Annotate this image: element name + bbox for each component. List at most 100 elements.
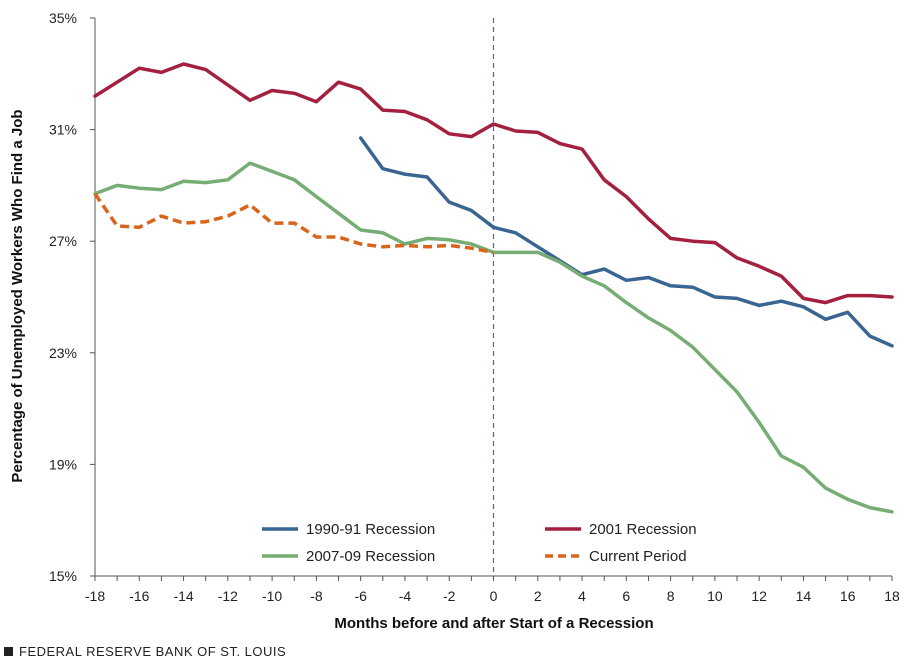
- x-tick-label: 18: [884, 588, 900, 604]
- data-point: [691, 345, 695, 349]
- data-point: [447, 200, 451, 204]
- data-point: [801, 465, 805, 469]
- data-point: [846, 294, 850, 298]
- x-tick-label: 2: [534, 588, 542, 604]
- data-point: [669, 236, 673, 240]
- data-point: [381, 245, 385, 249]
- data-point: [536, 245, 540, 249]
- data-point: [846, 310, 850, 314]
- data-point: [337, 235, 341, 239]
- data-point: [292, 178, 296, 182]
- x-tick-label: 12: [751, 588, 767, 604]
- x-tick-label: -10: [262, 588, 282, 604]
- x-tick-label: 6: [622, 588, 630, 604]
- data-point: [403, 172, 407, 176]
- data-point: [359, 136, 363, 140]
- data-point: [425, 118, 429, 122]
- data-point: [182, 221, 186, 225]
- data-point: [226, 178, 230, 182]
- data-point: [115, 80, 119, 84]
- data-point: [337, 211, 341, 215]
- data-point: [757, 264, 761, 268]
- data-point: [757, 303, 761, 307]
- data-point: [137, 225, 141, 229]
- series-line-current-period: [93, 192, 494, 255]
- data-point: [492, 122, 496, 126]
- data-point: [624, 278, 628, 282]
- data-point: [824, 301, 828, 305]
- data-point: [93, 94, 97, 98]
- data-point: [115, 183, 119, 187]
- data-point: [624, 195, 628, 199]
- data-point: [801, 296, 805, 300]
- data-point: [536, 130, 540, 134]
- data-point: [735, 296, 739, 300]
- data-point: [469, 209, 473, 213]
- data-point: [469, 242, 473, 246]
- data-point: [713, 241, 717, 245]
- data-point: [890, 295, 894, 299]
- data-point: [580, 274, 584, 278]
- data-point: [558, 260, 562, 264]
- data-point: [314, 195, 318, 199]
- legend-label: 2007-09 Recession: [306, 548, 435, 565]
- data-point: [801, 305, 805, 309]
- data-point: [824, 486, 828, 490]
- y-axis-ticks: 15% 19% 23% 27% 31% 35%: [49, 10, 95, 584]
- x-tick-label: -16: [129, 588, 149, 604]
- x-tick-label: 4: [578, 588, 586, 604]
- data-point: [248, 161, 252, 165]
- data-point: [669, 328, 673, 332]
- y-tick-label: 27%: [49, 233, 77, 249]
- x-tick-label: 0: [490, 588, 498, 604]
- y-tick-label: 31%: [49, 122, 77, 138]
- x-tick-label: 16: [840, 588, 856, 604]
- y-tick-label: 35%: [49, 10, 77, 26]
- data-point: [292, 91, 296, 95]
- data-point: [646, 275, 650, 279]
- data-point: [602, 284, 606, 288]
- data-point: [558, 142, 562, 146]
- data-point: [270, 221, 274, 225]
- legend-label: 1990-91 Recession: [306, 521, 435, 538]
- data-point: [691, 239, 695, 243]
- data-point: [381, 231, 385, 235]
- data-point: [469, 135, 473, 139]
- data-point: [381, 167, 385, 171]
- x-tick-label: -18: [85, 588, 105, 604]
- data-point: [713, 295, 717, 299]
- data-point: [337, 80, 341, 84]
- data-point: [602, 267, 606, 271]
- data-point: [824, 317, 828, 321]
- data-point: [425, 175, 429, 179]
- square-bullet-icon: [4, 647, 13, 656]
- data-point: [425, 245, 429, 249]
- data-point: [159, 214, 163, 218]
- series-line-1990-91-recession: [358, 136, 894, 348]
- data-point: [890, 510, 894, 514]
- data-point: [248, 98, 252, 102]
- x-tick-label: 10: [707, 588, 723, 604]
- x-tick-label: -8: [310, 588, 323, 604]
- x-axis-ticks: -18 -16 -14 -12 -10 -8 -6 -4 -2 0 2 4 6 8 10 12 14 16 18: [85, 576, 900, 604]
- data-point: [735, 256, 739, 260]
- data-point: [447, 243, 451, 247]
- data-point: [868, 294, 872, 298]
- x-tick-label: -14: [173, 588, 193, 604]
- data-point: [624, 301, 628, 305]
- x-tick-label: -12: [218, 588, 238, 604]
- data-point: [270, 89, 274, 93]
- data-point: [868, 506, 872, 510]
- data-point: [779, 454, 783, 458]
- data-point: [204, 220, 208, 224]
- x-tick-label: -4: [399, 588, 412, 604]
- data-point: [159, 188, 163, 192]
- data-point: [890, 344, 894, 348]
- y-tick-label: 19%: [49, 456, 77, 472]
- data-point: [425, 236, 429, 240]
- data-point: [226, 83, 230, 87]
- data-point: [182, 62, 186, 66]
- x-tick-label: -2: [443, 588, 456, 604]
- data-point: [403, 109, 407, 113]
- data-point: [403, 243, 407, 247]
